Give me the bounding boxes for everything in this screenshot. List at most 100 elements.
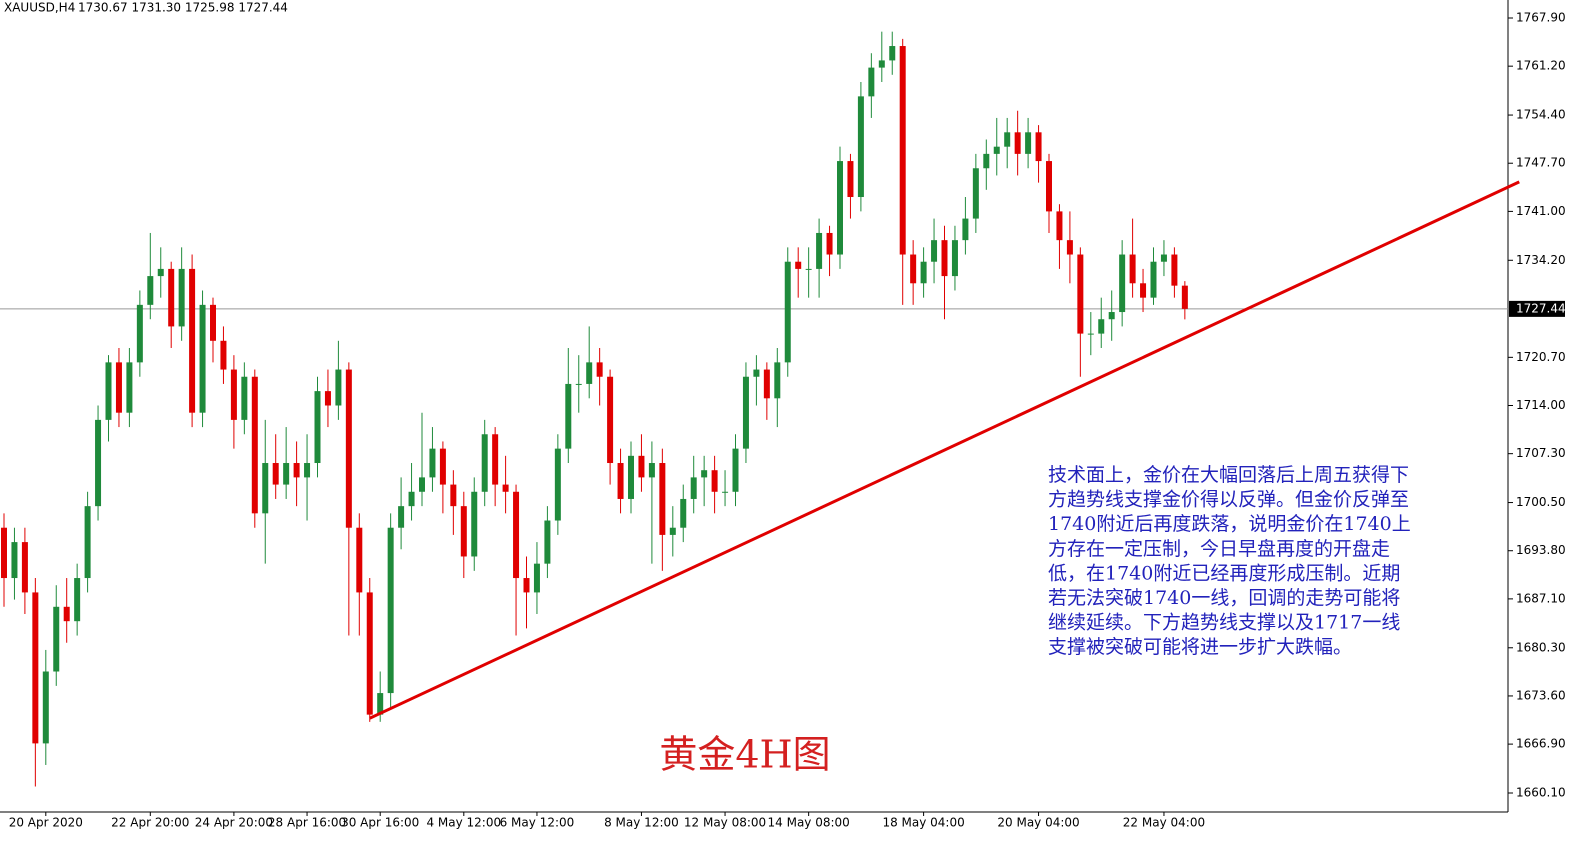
candle-body [680,498,687,528]
candle-body [596,362,603,377]
candle-body [189,268,196,413]
header-quote: 1730.67 1731.30 1725.98 1727.44 [78,1,288,15]
candle-body [502,484,509,492]
candle-body [899,46,906,255]
x-tick-label: 18 May 04:00 [882,816,964,830]
y-tick-label: 1720.70 [1516,350,1566,364]
candle-body [471,491,478,557]
candle-body [429,448,436,478]
candle-body [398,506,405,528]
candle-body [784,261,791,363]
candle-body [262,463,269,514]
x-tick-label: 20 May 04:00 [997,816,1079,830]
candle-body [951,240,958,277]
candle-body [366,592,373,715]
x-tick-label: 22 May 04:00 [1123,816,1205,830]
candle-body [669,527,676,535]
candle-body [21,542,28,593]
candle-body [147,276,154,305]
candle-body [11,542,18,579]
annotation-line: 若无法突破1740一线，回调的走势可能将 [1048,587,1400,609]
x-tick-label: 6 May 12:00 [500,816,575,830]
candle-body [136,304,143,363]
candle-body [962,218,969,241]
candle-body [826,232,833,255]
candle-body [628,455,634,499]
candle-body [931,240,938,262]
x-tick-label: 12 May 08:00 [684,816,766,830]
candle-body [84,506,91,579]
x-tick-label: 4 May 12:00 [426,816,501,830]
candle-body [105,362,112,420]
y-tick-label: 1687.10 [1516,591,1566,605]
candle-body [565,383,572,449]
candle-body [711,470,718,492]
annotation-line: 1740附近后再度跌落，说明金价在1740上 [1048,513,1411,535]
candle-body [1108,312,1115,320]
y-tick-label: 1714.00 [1516,398,1566,412]
candle-body [722,491,729,493]
candle-body [837,161,843,255]
candle-body [324,391,331,406]
candle-body [1129,254,1136,284]
x-tick-label: 22 Apr 20:00 [111,816,189,830]
candle-body [42,671,49,744]
y-tick-label: 1707.30 [1516,446,1566,460]
candle-body [1171,254,1178,286]
candle-body [523,578,530,593]
candle-body [314,391,321,464]
candle-body [1140,283,1147,298]
candle-body [648,463,655,478]
candle-body [1014,132,1021,154]
annotation-line: 技术面上，金价在大幅回落后上周五获得下 [1048,464,1409,486]
current-price-label: 1727.44 [1516,301,1566,315]
candle-body [774,362,781,399]
candle-body [126,362,133,413]
candle-body [450,484,457,507]
y-tick-label: 1700.50 [1516,495,1566,509]
x-tick-label: 24 Apr 20:00 [195,816,273,830]
candle-body [753,369,760,377]
candle-body [1035,132,1042,162]
candle-body [1004,132,1011,147]
y-tick-label: 1741.00 [1516,204,1566,218]
y-tick-label: 1673.60 [1516,688,1566,702]
candle-body [1025,132,1032,154]
candle-body [356,527,363,593]
candle-body [293,463,300,478]
candle-body [544,520,551,564]
candle-body [805,268,812,270]
x-tick-label: 8 May 12:00 [604,816,679,830]
candle-body [972,168,979,219]
candle-body [910,254,917,284]
candle-body [1046,161,1052,212]
candle-body [199,304,206,413]
candle-body [795,261,802,269]
candle-body [439,448,446,485]
candle-body [408,491,415,507]
candle-body [763,369,770,399]
annotation-line: 低，在1740附近已经再度形成压制。近期 [1048,562,1400,584]
candle-body [983,153,990,169]
candle-body [115,362,122,413]
candle-body [857,96,864,198]
y-tick-label: 1660.10 [1516,786,1566,800]
candle-body [272,463,279,485]
annotation-line: 方存在一定压制，今日早盘再度的开盘走 [1048,538,1390,560]
candle-body [1098,319,1105,334]
candle-body [345,369,352,528]
candle-body [335,369,342,406]
candle-body [847,161,854,198]
header: XAUUSD,H4 [4,1,75,15]
y-tick-label: 1761.20 [1516,59,1566,73]
candle-body [241,376,248,420]
candle-body [889,46,896,61]
annotation-line: 继续延续。下方趋势线支撑以及1717一线 [1048,612,1400,634]
candle-body [659,463,666,535]
candle-body [283,463,290,485]
annotation-line: 支撑被突破可能将进一步扩大跌幅。 [1048,636,1352,658]
candle-body [868,67,875,97]
candle-body [513,491,520,579]
candle-body [1,527,7,579]
